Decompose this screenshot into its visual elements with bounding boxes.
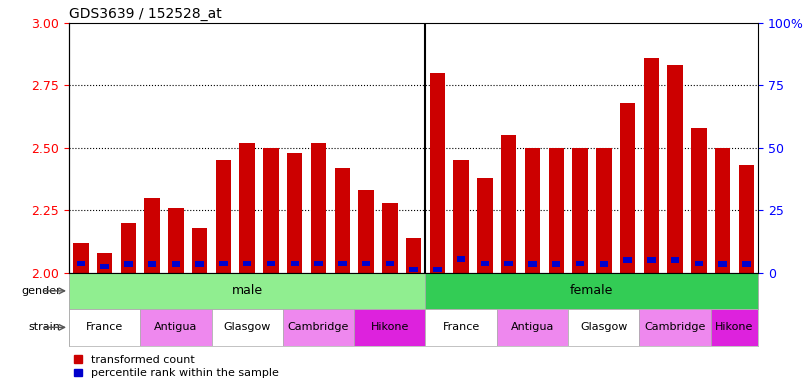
- Bar: [287, 153, 303, 273]
- Text: France: France: [443, 322, 480, 333]
- Bar: [599, 261, 608, 266]
- Text: Cambridge: Cambridge: [645, 322, 706, 333]
- Bar: [335, 168, 350, 273]
- Bar: [101, 264, 109, 269]
- Bar: [69, 273, 426, 309]
- Bar: [144, 198, 160, 273]
- Bar: [525, 148, 540, 273]
- Bar: [358, 190, 374, 273]
- Bar: [715, 148, 731, 273]
- Bar: [426, 273, 758, 309]
- Bar: [620, 103, 635, 273]
- Bar: [647, 257, 655, 263]
- Bar: [624, 257, 632, 263]
- Bar: [192, 228, 208, 273]
- Bar: [73, 243, 88, 273]
- Bar: [406, 238, 422, 273]
- Bar: [362, 260, 371, 266]
- Bar: [433, 267, 442, 272]
- Bar: [426, 309, 497, 346]
- Bar: [216, 160, 231, 273]
- Bar: [212, 309, 283, 346]
- Bar: [168, 208, 183, 273]
- Bar: [264, 148, 279, 273]
- Bar: [195, 261, 204, 266]
- Text: Hikone: Hikone: [371, 322, 409, 333]
- Bar: [596, 148, 611, 273]
- Bar: [691, 128, 706, 273]
- Bar: [239, 143, 255, 273]
- Bar: [172, 261, 180, 266]
- Bar: [76, 260, 85, 266]
- Bar: [385, 260, 394, 266]
- Bar: [573, 148, 588, 273]
- Bar: [219, 260, 228, 266]
- Bar: [742, 261, 751, 266]
- Text: gender: gender: [21, 286, 61, 296]
- Bar: [710, 309, 758, 346]
- Bar: [148, 261, 157, 266]
- Text: Antigua: Antigua: [154, 322, 198, 333]
- Text: strain: strain: [28, 322, 61, 333]
- Bar: [315, 260, 323, 266]
- Text: Cambridge: Cambridge: [288, 322, 350, 333]
- Bar: [453, 160, 469, 273]
- Bar: [267, 260, 275, 266]
- Bar: [354, 309, 426, 346]
- Bar: [504, 260, 513, 266]
- Bar: [121, 223, 136, 273]
- Bar: [430, 73, 445, 273]
- Text: female: female: [570, 285, 614, 297]
- Bar: [552, 261, 560, 266]
- Bar: [243, 260, 251, 266]
- Bar: [97, 253, 112, 273]
- Bar: [694, 260, 703, 266]
- Text: male: male: [232, 285, 263, 297]
- Text: GDS3639 / 152528_at: GDS3639 / 152528_at: [69, 7, 221, 21]
- Bar: [382, 203, 397, 273]
- Bar: [569, 309, 639, 346]
- Bar: [719, 261, 727, 266]
- Bar: [671, 257, 680, 263]
- Bar: [576, 260, 584, 266]
- Bar: [140, 309, 212, 346]
- Bar: [639, 309, 710, 346]
- Bar: [497, 309, 569, 346]
- Bar: [457, 256, 466, 262]
- Bar: [69, 309, 140, 346]
- Bar: [481, 260, 489, 266]
- Text: Hikone: Hikone: [715, 322, 753, 333]
- Bar: [739, 165, 754, 273]
- Text: France: France: [86, 322, 123, 333]
- Text: Glasgow: Glasgow: [580, 322, 628, 333]
- Bar: [477, 178, 492, 273]
- Bar: [667, 65, 683, 273]
- Bar: [528, 261, 537, 266]
- Bar: [501, 136, 517, 273]
- Bar: [311, 143, 326, 273]
- Bar: [644, 58, 659, 273]
- Text: Glasgow: Glasgow: [224, 322, 271, 333]
- Bar: [338, 260, 346, 266]
- Bar: [283, 309, 354, 346]
- Legend: transformed count, percentile rank within the sample: transformed count, percentile rank withi…: [75, 355, 279, 379]
- Bar: [124, 261, 133, 266]
- Bar: [290, 260, 299, 266]
- Bar: [410, 267, 418, 272]
- Text: Antigua: Antigua: [511, 322, 554, 333]
- Bar: [548, 148, 564, 273]
